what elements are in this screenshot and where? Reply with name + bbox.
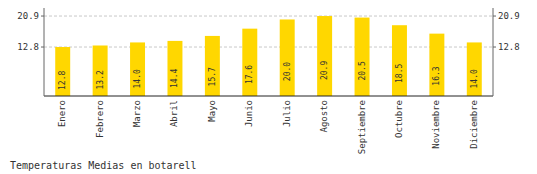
y-tick-label: 12.8 [17,42,39,52]
x-tick-label: Mayo [207,100,217,122]
y-tick [41,47,44,48]
x-tick-label: Marzo [132,100,142,127]
y-tick-label: 20.9 [17,11,39,21]
x-tick-label: Junio [244,100,254,127]
bars [55,16,482,96]
x-tick-label: Noviembre [431,100,441,149]
grid-line [44,47,493,48]
data-label: 14.0 [470,69,479,88]
chart: 12.8 12.8 20.9 20.9 Enero Febrero Marzo Abril Ma… [0,0,537,174]
data-label: 12.8 [58,71,67,90]
data-label: 18.5 [395,64,404,83]
data-label: 20.0 [283,62,292,81]
title: Temperaturas Medias en botarell [10,160,197,171]
data-label: 14.4 [170,69,179,88]
bar [317,16,332,96]
data-label: 15.7 [208,67,217,86]
x-tick-label: Agosto [319,100,329,133]
data-label: 17.6 [245,65,254,84]
bar [205,36,220,96]
grid [44,16,493,47]
y-tick-label: 12.8 [498,42,520,52]
x-tick-label: Septiembre [357,100,367,154]
data-label: 16.3 [432,66,441,85]
bar [467,42,482,96]
x-tick-label: Diciembre [469,100,479,149]
bar [280,19,295,96]
bar [355,18,370,96]
data-label: 20.9 [320,61,329,80]
y-tick-label: 20.9 [498,11,520,21]
bar [392,25,407,96]
y-axis-line-right [493,8,494,96]
x-tick-label: Enero [57,100,67,127]
data-label: 20.5 [358,61,367,80]
x-tick-label: Octubre [394,100,404,138]
x-tick-label: Abril [169,100,179,127]
x-axis-line [44,96,493,97]
grid-line [44,16,493,17]
bar [429,34,444,96]
bar [93,45,108,96]
bar [55,47,70,96]
data-label: 14.0 [133,69,142,88]
bar [167,41,182,96]
y-axis-line [44,8,45,96]
y-tick [41,16,44,17]
y-tick [493,16,496,17]
y-tick [493,47,496,48]
bar [130,42,145,96]
bar [242,29,257,96]
data-label: 13.2 [96,70,105,89]
data-labels: 12.8 13.2 14.0 14.4 15.7 17.6 20.0 20.9 20.5 18.5… [58,61,479,90]
x-tick-label: Julio [282,100,292,127]
x-tick-label: Febrero [95,100,105,138]
